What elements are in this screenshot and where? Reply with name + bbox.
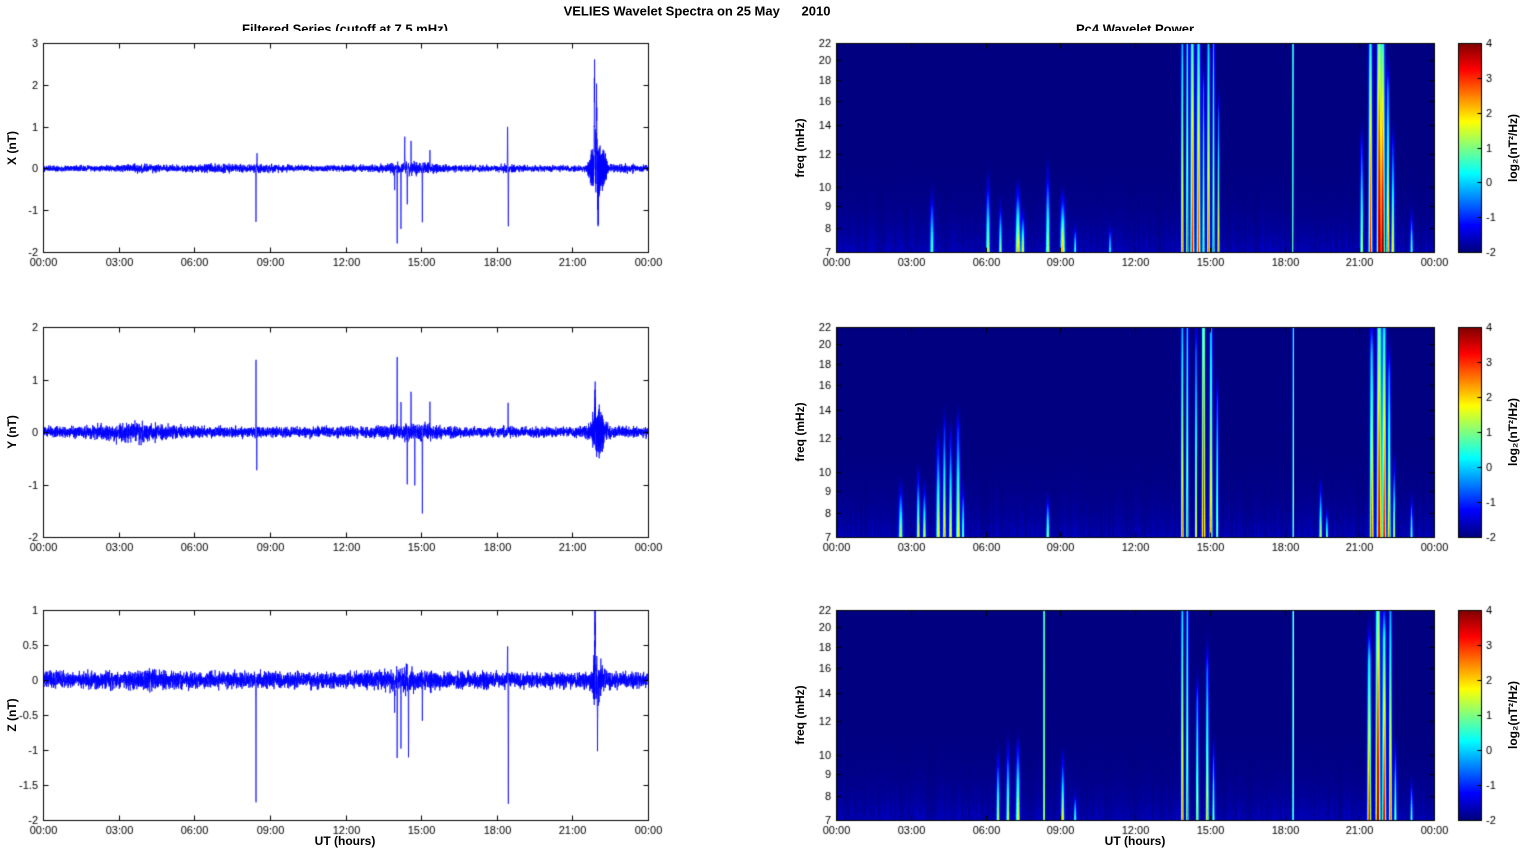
y-colorbar-label: log₂(nT²/Hz) [1506, 398, 1520, 466]
z-series-yaxis-label: Z (nT) [5, 698, 19, 732]
y-series-yaxis-label: Y (nT) [5, 415, 19, 449]
z-colorbar-label: log₂(nT²/Hz) [1506, 681, 1520, 749]
y-wavelet-spectrogram [760, 315, 1526, 567]
x-colorbar-label: log₂(nT²/Hz) [1506, 114, 1520, 182]
y-spectrogram-freq-label: freq (mHz) [793, 402, 807, 462]
z-wavelet-spectrogram [760, 598, 1526, 850]
z-spectrogram-freq-label: freq (mHz) [793, 685, 807, 745]
figure-title: VELIES Wavelet Spectra on 25 May 2010 [563, 3, 831, 19]
y-filtered-series-plot [0, 315, 700, 567]
ut-hours-label-right: UT (hours) [1104, 834, 1166, 848]
z-filtered-series-plot [0, 598, 700, 850]
x-spectrogram-freq-label: freq (mHz) [793, 118, 807, 178]
x-filtered-series-plot [0, 31, 700, 282]
ut-hours-label-left: UT (hours) [314, 834, 376, 848]
x-series-yaxis-label: X (nT) [5, 131, 19, 165]
x-wavelet-spectrogram [760, 31, 1526, 282]
